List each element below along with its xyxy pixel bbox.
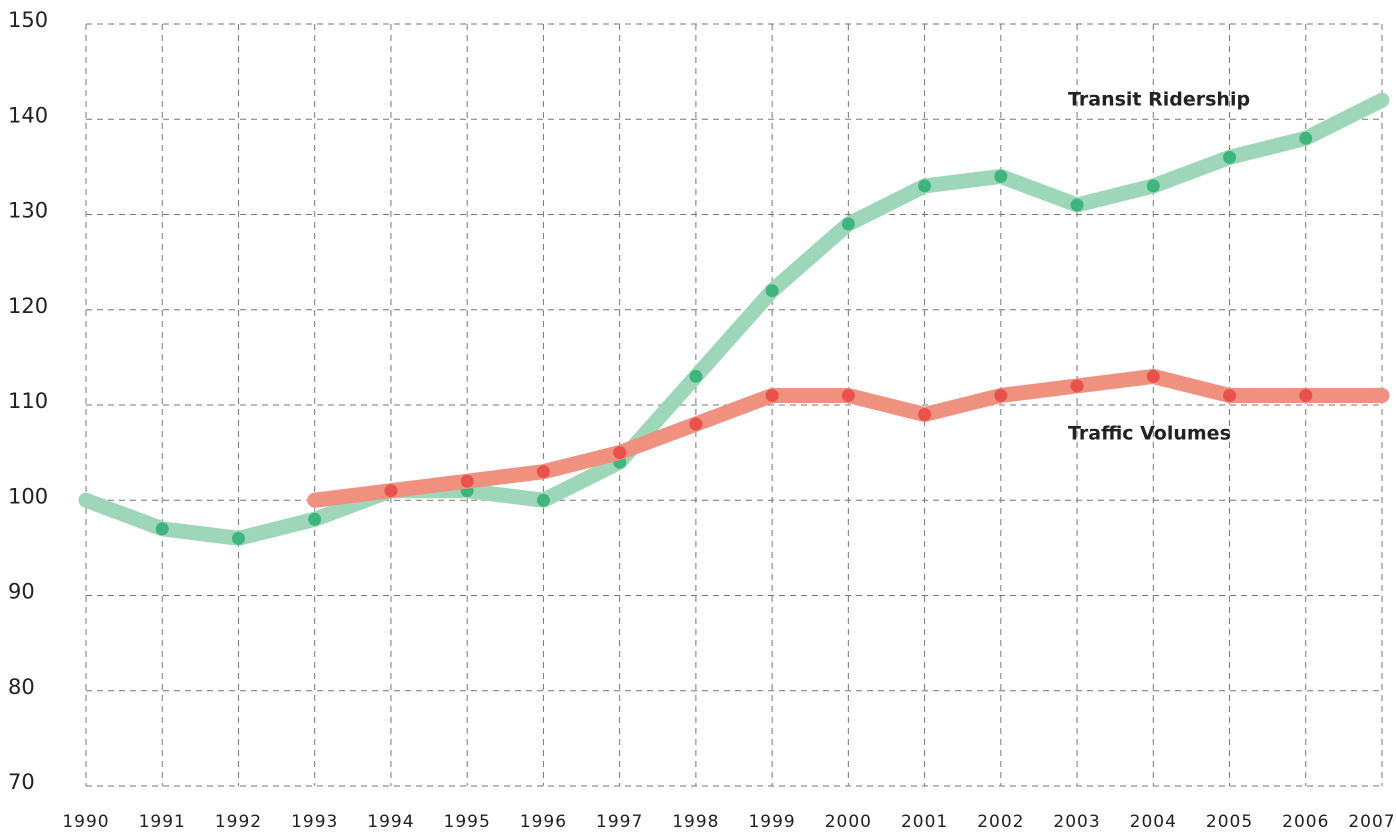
x-tick-label: 2006 — [1282, 812, 1329, 832]
data-point — [536, 465, 550, 479]
data-point — [613, 446, 627, 460]
data-point — [460, 474, 474, 488]
data-point — [765, 388, 779, 402]
y-tick-label: 140 — [8, 103, 48, 127]
x-tick-label: 1993 — [291, 812, 338, 832]
data-point — [765, 284, 779, 298]
data-point — [841, 388, 855, 402]
x-tick-label: 2005 — [1206, 812, 1253, 832]
y-tick-label: 80 — [8, 675, 35, 699]
y-tick-label: 120 — [8, 294, 48, 318]
data-point — [1299, 388, 1313, 402]
x-tick-label: 2007 — [1348, 812, 1395, 832]
x-tick-label: 1995 — [444, 812, 491, 832]
y-tick-label: 100 — [8, 484, 48, 508]
data-point — [689, 369, 703, 383]
x-tick-label: 2003 — [1053, 812, 1100, 832]
data-point — [994, 169, 1008, 183]
x-tick-label: 1996 — [520, 812, 567, 832]
data-point — [155, 522, 169, 536]
series-line — [78, 92, 1390, 546]
x-tick-label: 1994 — [367, 812, 414, 832]
y-tick-label: 70 — [8, 770, 35, 794]
x-tick-label: 1998 — [672, 812, 719, 832]
x-tick-label: 1992 — [215, 812, 262, 832]
x-tick-label: 1997 — [596, 812, 643, 832]
x-tick-label: 2001 — [901, 812, 948, 832]
data-point — [1223, 388, 1237, 402]
data-point — [689, 417, 703, 431]
data-point — [536, 493, 550, 507]
x-tick-label: 2000 — [825, 812, 872, 832]
data-point — [1223, 150, 1237, 164]
series-label: Traffic Volumes — [1068, 423, 1231, 445]
x-tick-label: 2002 — [977, 812, 1024, 832]
x-tick-label: 2004 — [1130, 812, 1177, 832]
data-point — [918, 408, 932, 422]
data-point — [841, 217, 855, 231]
data-point — [994, 388, 1008, 402]
x-tick-label: 1991 — [139, 812, 186, 832]
data-point — [1299, 131, 1313, 145]
y-tick-label: 150 — [8, 8, 48, 32]
data-point — [1146, 179, 1160, 193]
data-point — [384, 484, 398, 498]
data-point — [231, 531, 245, 545]
y-tick-label: 110 — [8, 389, 48, 413]
data-point — [1070, 198, 1084, 212]
data-point — [1146, 369, 1160, 383]
x-tick-label: 1999 — [748, 812, 795, 832]
data-point — [1070, 379, 1084, 393]
data-point — [308, 512, 322, 526]
y-tick-label: 90 — [8, 580, 35, 604]
series-label: Transit Ridership — [1068, 89, 1250, 111]
y-tick-label: 130 — [8, 199, 48, 223]
x-tick-label: 1990 — [62, 812, 109, 832]
data-point — [918, 179, 932, 193]
